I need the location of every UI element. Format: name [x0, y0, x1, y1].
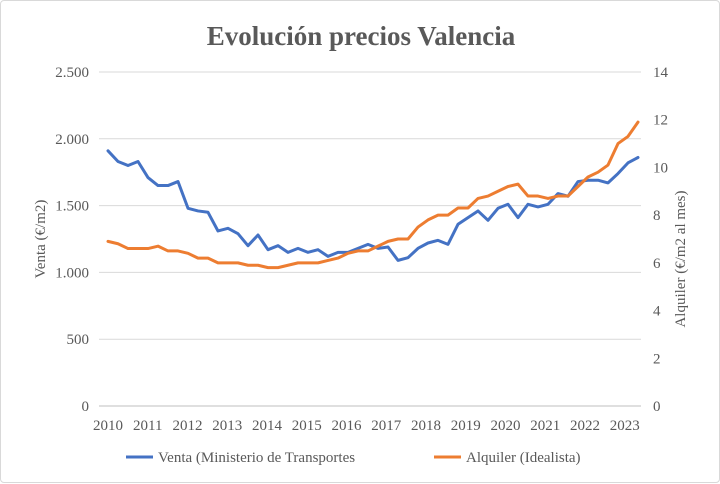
x-tick-label: 2011 — [133, 418, 162, 434]
y-tick-label: 0 — [82, 399, 90, 415]
x-tick-label: 2019 — [451, 418, 481, 434]
y-axis-label: Venta (€/m2) — [33, 200, 49, 279]
y-tick-label: 2.000 — [55, 132, 89, 148]
x-tick-label: 2016 — [332, 418, 363, 434]
y2-tick-label: 8 — [653, 208, 661, 224]
y2-tick-label: 2 — [653, 351, 661, 367]
y-tick-label: 2.500 — [55, 65, 89, 81]
x-tick-label: 2012 — [173, 418, 203, 434]
y2-tick-label: 0 — [653, 399, 661, 415]
x-tick-label: 2014 — [252, 418, 283, 434]
x-tick-label: 2018 — [411, 418, 441, 434]
y2-tick-label: 4 — [653, 304, 661, 320]
x-tick-label: 2010 — [93, 418, 123, 434]
y-tick-label: 1.500 — [55, 199, 89, 215]
x-tick-label: 2015 — [292, 418, 322, 434]
legend: Venta (Ministerio de Transportes Alquile… — [126, 450, 581, 466]
x-tick-label: 2022 — [570, 418, 600, 434]
legend-label-venta: Venta (Ministerio de Transportes — [158, 450, 355, 466]
y-tick-label: 1.000 — [55, 265, 89, 281]
x-tick-label: 2023 — [610, 418, 640, 434]
y2-axis-label: Alquiler (€/m2 al mes) — [673, 190, 689, 327]
y2-tick-label: 12 — [653, 113, 668, 129]
y2-tick-label: 6 — [653, 256, 661, 272]
x-tick-label: 2021 — [530, 418, 560, 434]
legend-label-alquiler: Alquiler (Idealista) — [466, 450, 581, 466]
chart-title: Evolución precios Valencia — [207, 21, 516, 51]
x-tick-label: 2017 — [371, 418, 402, 434]
x-tick-label: 2013 — [212, 418, 242, 434]
y-tick-label: 500 — [67, 332, 90, 348]
y2-tick-label: 10 — [653, 160, 668, 176]
x-tick-label: 2020 — [491, 418, 521, 434]
y2-tick-label: 14 — [653, 65, 669, 81]
